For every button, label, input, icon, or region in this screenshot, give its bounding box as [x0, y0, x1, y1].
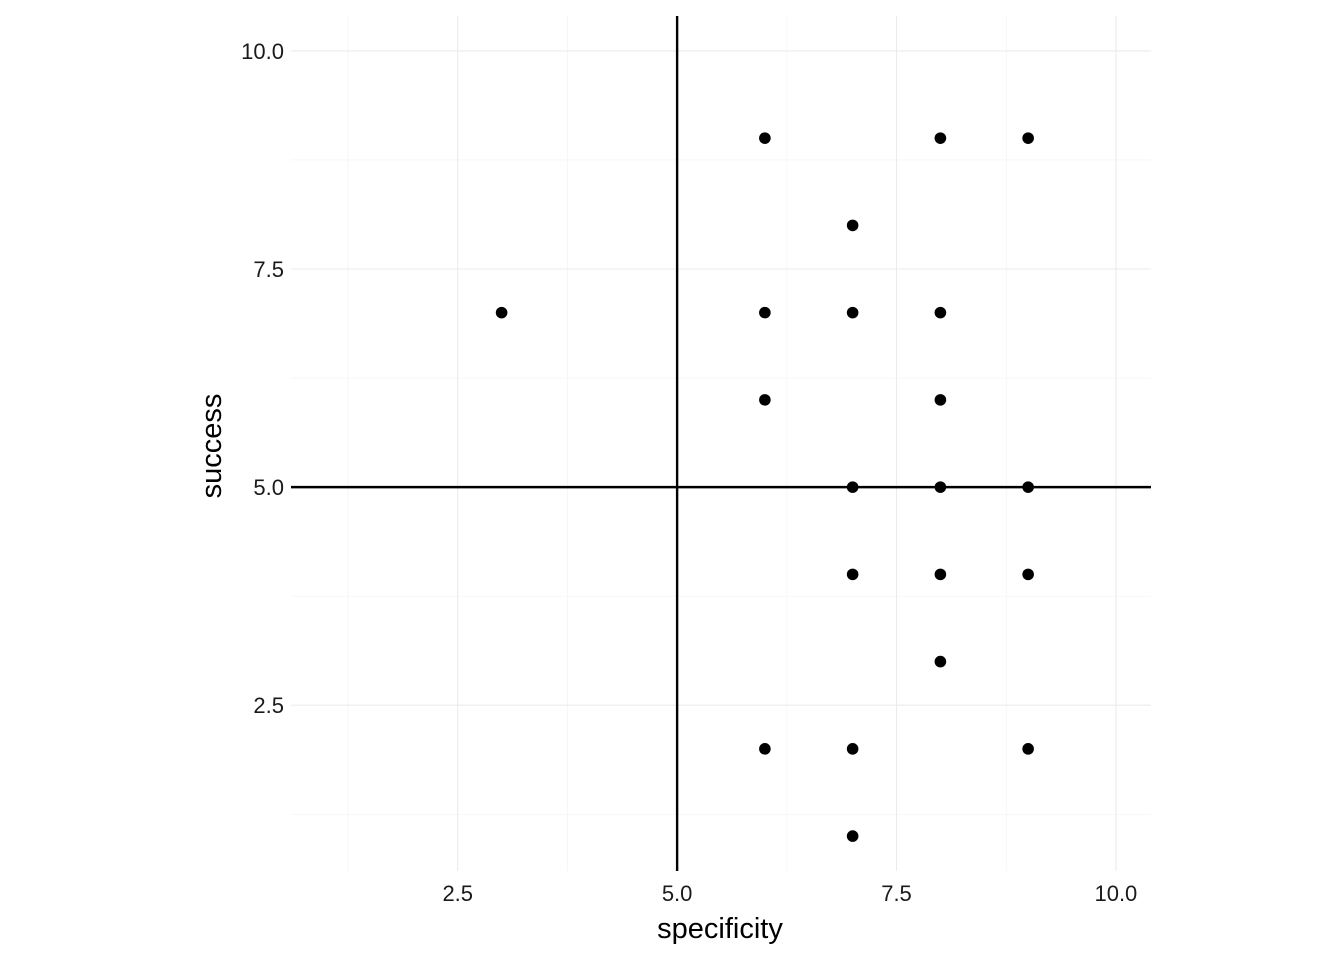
data-point-20 [1022, 743, 1034, 755]
minor-gridlines [291, 16, 1151, 871]
data-point-14 [934, 481, 947, 493]
data-point-1 [759, 132, 771, 144]
y-tick-label-1: 5.0 [253, 475, 284, 500]
major-gridlines [291, 16, 1151, 871]
x-tick-label-0: 2.5 [442, 881, 473, 906]
data-point-0 [495, 306, 508, 319]
data-point-11 [934, 132, 947, 144]
x-axis-tick-labels: 2.5 5.0 7.5 10.0 [442, 881, 1137, 906]
y-tick-label-3: 10.0 [241, 39, 284, 64]
x-tick-label-3: 10.0 [1094, 881, 1137, 906]
data-point-16 [934, 655, 947, 668]
x-axis-title: specificity [657, 913, 783, 945]
data-point-8 [846, 568, 859, 581]
data-points [495, 132, 1034, 842]
data-point-2 [759, 306, 771, 319]
reference-lines [291, 16, 1151, 871]
data-point-3 [759, 394, 771, 406]
data-point-6 [846, 306, 859, 319]
data-point-13 [934, 394, 947, 406]
data-point-19 [1022, 568, 1034, 581]
data-point-17 [1022, 132, 1034, 144]
y-axis-tick-labels: 2.5 5.0 7.5 10.0 [241, 39, 284, 718]
x-tick-label-1: 5.0 [662, 881, 693, 906]
data-point-4 [759, 743, 771, 755]
data-point-12 [934, 306, 947, 319]
data-point-10 [846, 830, 859, 842]
data-point-7 [846, 481, 859, 493]
data-point-15 [934, 568, 947, 581]
data-point-18 [1022, 481, 1034, 493]
y-tick-label-0: 2.5 [253, 693, 284, 718]
y-axis-title: success [196, 394, 228, 499]
x-tick-label-2: 7.5 [881, 881, 912, 906]
data-point-9 [846, 743, 859, 755]
data-point-5 [846, 219, 859, 232]
y-tick-label-2: 7.5 [253, 257, 284, 282]
